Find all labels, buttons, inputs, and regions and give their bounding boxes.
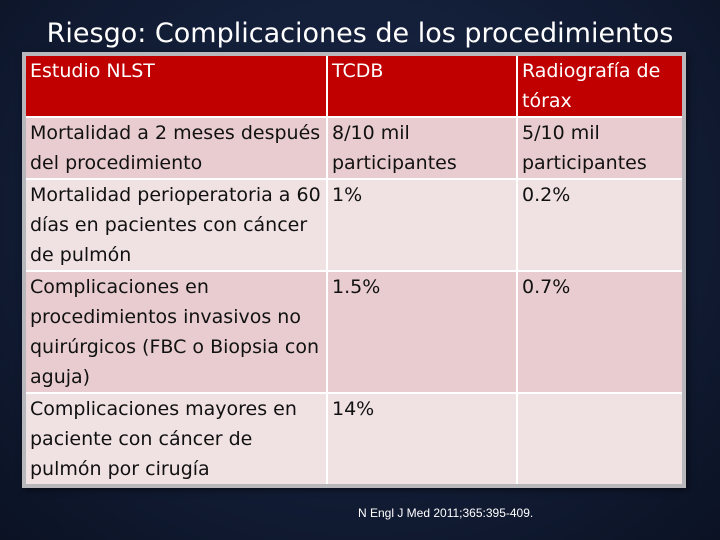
table-header-row: Estudio NLST TCDB Radiografía de tórax [26,56,682,118]
table-cell: 8/10 mil participantes [327,117,518,180]
table-cell: 1.5% [327,271,518,394]
table-cell: Mortalidad a 2 meses después del procedi… [26,117,328,180]
header-cell-xray: Radiografía de tórax [517,56,682,118]
table-row: Mortalidad a 2 meses después del procedi… [26,117,682,180]
table-row: Complicaciones en procedimientos invasiv… [26,271,682,394]
table-cell: 0.2% [517,179,682,272]
table-cell: Complicaciones mayores en paciente con c… [26,393,328,484]
slide-title: Riesgo: Complicaciones de los procedimie… [46,18,674,49]
citation-text: N Engl J Med 2011;365:395-409. [358,506,534,520]
table-cell: Mortalidad perioperatoria a 60 días en p… [26,179,328,272]
table-cell: Complicaciones en procedimientos invasiv… [26,271,328,394]
header-cell-study: Estudio NLST [26,56,328,118]
table-cell [517,393,682,484]
table-cell: 1% [327,179,518,272]
table-cell: 0.7% [517,271,682,394]
header-cell-tcdb: TCDB [327,56,518,118]
table-cell: 14% [327,393,518,484]
comparison-table: Estudio NLST TCDB Radiografía de tórax M… [26,56,682,484]
table-row: Complicaciones mayores en paciente con c… [26,393,682,484]
table-cell: 5/10 mil participantes [517,117,682,180]
table-row: Mortalidad perioperatoria a 60 días en p… [26,179,682,272]
